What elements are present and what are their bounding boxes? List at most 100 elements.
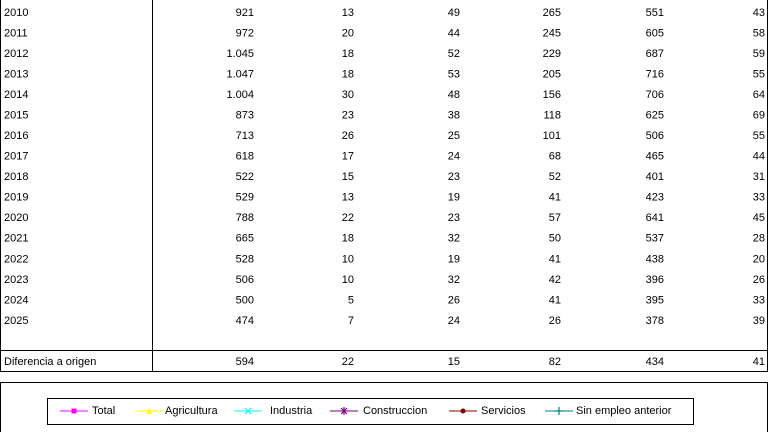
- cell: 378: [646, 315, 664, 327]
- cell: 15: [342, 171, 354, 183]
- cell: 58: [753, 27, 765, 39]
- cell: 13: [342, 192, 354, 204]
- cell: 22: [342, 356, 354, 368]
- cell: 19: [448, 253, 460, 265]
- cell: 396: [646, 274, 664, 286]
- cell: 33: [753, 294, 765, 306]
- cell: 101: [543, 130, 561, 142]
- cell: 20: [342, 27, 354, 39]
- legend-label: Total: [92, 405, 115, 417]
- legend-marker: [146, 408, 152, 414]
- row-label: 2018: [4, 171, 28, 183]
- cell: 44: [753, 151, 765, 163]
- cell: 41: [753, 356, 765, 368]
- cell: 537: [646, 233, 664, 245]
- cell: 401: [646, 171, 664, 183]
- row-label: 2014: [4, 89, 28, 101]
- cell: 68: [549, 151, 561, 163]
- cell: 10: [342, 274, 354, 286]
- cell: 32: [448, 233, 460, 245]
- cell: 59: [753, 48, 765, 60]
- cell: 625: [646, 110, 664, 122]
- cell: 434: [646, 356, 664, 368]
- row-label: 2024: [4, 294, 28, 306]
- cell: 42: [549, 274, 561, 286]
- cell: 506: [236, 274, 254, 286]
- row-label: 2025: [4, 315, 28, 327]
- cell: 605: [646, 27, 664, 39]
- cell: 506: [646, 130, 664, 142]
- cell: 38: [448, 110, 460, 122]
- cell: 31: [753, 171, 765, 183]
- cell: 873: [236, 110, 254, 122]
- cell: 20: [753, 253, 765, 265]
- cell: 39: [753, 315, 765, 327]
- cell: 48: [448, 89, 460, 101]
- cell: 265: [543, 7, 561, 19]
- cell: 118: [543, 110, 561, 122]
- row-label: 2022: [4, 253, 28, 265]
- legend-label: Servicios: [481, 405, 526, 417]
- cell: 229: [543, 48, 561, 60]
- cell: 49: [448, 7, 460, 19]
- cell: 26: [448, 294, 460, 306]
- cell: 32: [448, 274, 460, 286]
- cell: 5: [348, 294, 354, 306]
- cell: 28: [753, 233, 765, 245]
- cell: 52: [549, 171, 561, 183]
- cell: 22: [342, 212, 354, 224]
- cell: 921: [236, 7, 254, 19]
- cell: 55: [753, 130, 765, 142]
- cell: 18: [342, 48, 354, 60]
- legend-label: Agricultura: [165, 405, 218, 417]
- row-label: 2011: [4, 27, 28, 39]
- cell: 19: [448, 192, 460, 204]
- cell: 45: [753, 212, 765, 224]
- cell: 423: [646, 192, 664, 204]
- cell: 55: [753, 68, 765, 80]
- legend-label: Sin empleo anterior: [576, 405, 672, 417]
- cell: 551: [646, 7, 664, 19]
- cell: 26: [753, 274, 765, 286]
- legend-marker: [460, 408, 466, 414]
- cell: 7: [348, 315, 354, 327]
- row-label: 2012: [4, 48, 28, 60]
- cell: 205: [543, 68, 561, 80]
- row-label: 2021: [4, 233, 28, 245]
- cell: 713: [236, 130, 254, 142]
- row-label: Diferencia a origen: [4, 356, 96, 368]
- legend-box: [47, 398, 694, 425]
- cell: 465: [646, 151, 664, 163]
- cell: 57: [549, 212, 561, 224]
- cell: 500: [236, 294, 254, 306]
- legend-marker: [340, 407, 348, 415]
- cell: 23: [448, 171, 460, 183]
- cell: 25: [448, 130, 460, 142]
- cell: 41: [549, 253, 561, 265]
- cell: 1.047: [226, 68, 254, 80]
- legend-marker: [244, 407, 252, 415]
- cell: 30: [342, 89, 354, 101]
- cell: 50: [549, 233, 561, 245]
- cell: 641: [646, 212, 664, 224]
- cell: 17: [342, 151, 354, 163]
- row-label: 2010: [4, 7, 28, 19]
- cell: 972: [236, 27, 254, 39]
- cell: 82: [549, 356, 561, 368]
- cell: 41: [549, 294, 561, 306]
- cell: 15: [448, 356, 460, 368]
- cell: 156: [543, 89, 561, 101]
- cell: 13: [342, 7, 354, 19]
- cell: 53: [448, 68, 460, 80]
- cell: 395: [646, 294, 664, 306]
- cell: 438: [646, 253, 664, 265]
- row-label: 2015: [4, 110, 28, 122]
- row-label: 2023: [4, 274, 28, 286]
- cell: 716: [646, 68, 664, 80]
- cell: 528: [236, 253, 254, 265]
- cell: 594: [236, 356, 254, 368]
- cell: 18: [342, 68, 354, 80]
- cell: 26: [342, 130, 354, 142]
- cell: 1.045: [226, 48, 254, 60]
